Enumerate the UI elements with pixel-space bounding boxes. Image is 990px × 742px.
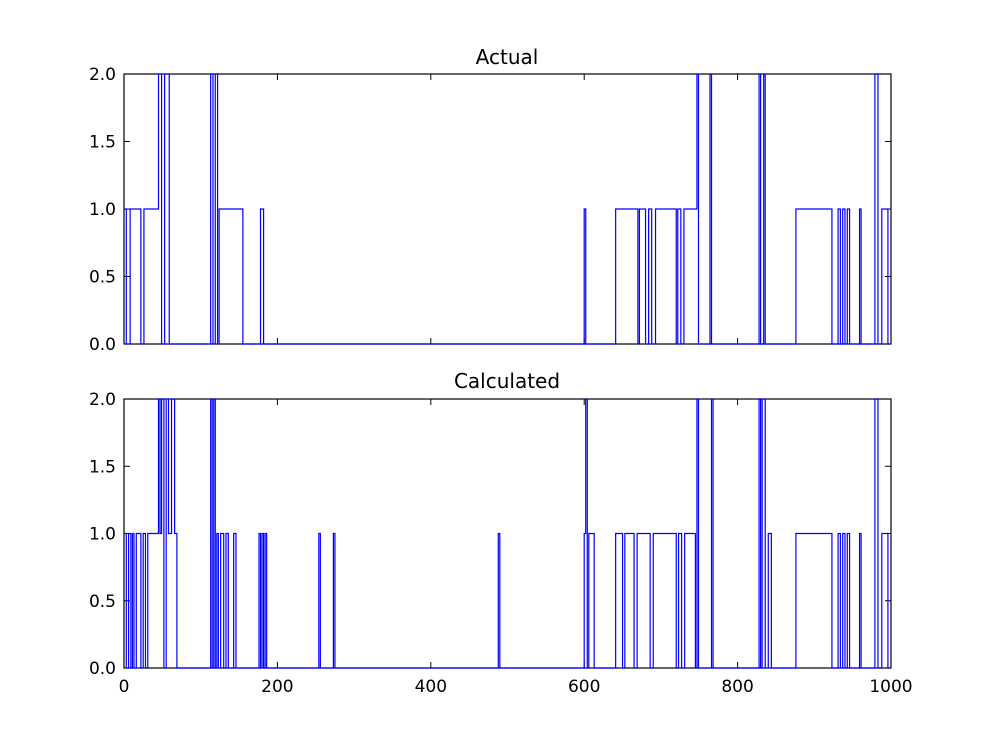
y-tick-label: 0.0 [89, 335, 116, 355]
subplot-actual: Actual 0.0 0.5 1.0 1.5 2.0 [89, 45, 892, 355]
y-tick-label: 1.0 [89, 200, 116, 220]
subplot-calculated: Calculated 0.0 0.5 1.0 1.5 2.0 0 200 400 600 800 1… [89, 369, 913, 697]
chart-title: Actual [476, 45, 539, 69]
series-line [124, 73, 891, 345]
y-tick-label: 0.5 [89, 268, 116, 288]
x-tick-label: 600 [568, 677, 600, 697]
y-tick-label: 1.5 [89, 133, 116, 153]
y-tick-label: 0.5 [89, 592, 116, 612]
x-tick-label: 800 [721, 677, 753, 697]
y-tick-label: 2.0 [89, 65, 116, 85]
x-tick-label: 200 [261, 677, 293, 697]
y-tick-label: 2.0 [89, 390, 116, 410]
plot-area [123, 398, 892, 669]
x-tick-label: 400 [415, 677, 447, 697]
y-tick-label: 1.0 [89, 525, 116, 545]
y-tick-label: 1.5 [89, 457, 116, 477]
series-line [124, 398, 891, 669]
chart-title: Calculated [454, 369, 560, 393]
axis-ticks: 0.0 0.5 1.0 1.5 2.0 0 200 400 600 800 1000 [89, 390, 913, 697]
axis-ticks: 0.0 0.5 1.0 1.5 2.0 [89, 65, 892, 355]
x-tick-label: 0 [119, 677, 130, 697]
y-tick-label: 0.0 [89, 659, 116, 679]
x-tick-label: 1000 [869, 677, 912, 697]
